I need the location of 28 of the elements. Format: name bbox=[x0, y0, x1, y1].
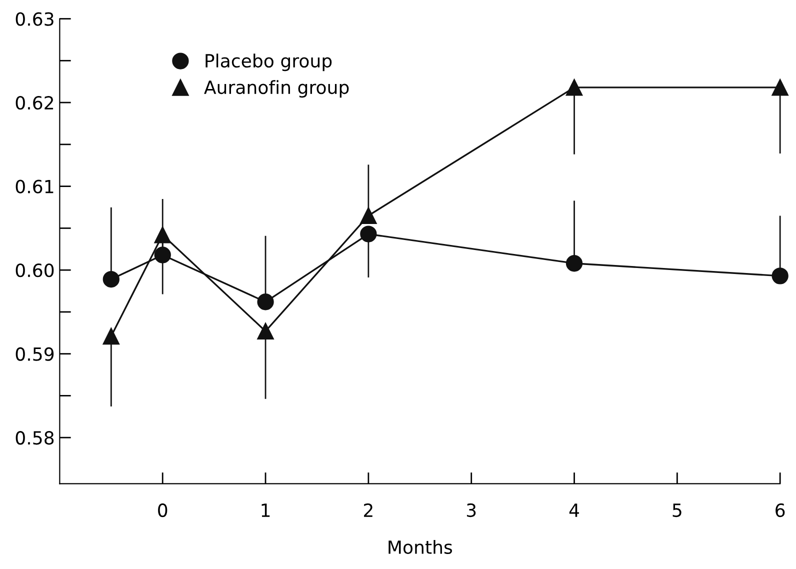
point bbox=[360, 226, 377, 242]
point bbox=[360, 207, 377, 224]
y-tick-label: 0.63 bbox=[16, 12, 54, 26]
point bbox=[257, 322, 274, 340]
point bbox=[257, 294, 274, 310]
y-tick-label: 0.60 bbox=[16, 264, 54, 278]
x-axis-title: Months bbox=[388, 540, 452, 554]
point bbox=[154, 246, 171, 264]
y-tick-label: 0.59 bbox=[16, 347, 54, 361]
x-tick-label: 3 bbox=[466, 503, 476, 518]
point bbox=[566, 255, 583, 272]
x-tick-label: 0 bbox=[158, 503, 168, 518]
legend-label: Auranofin group bbox=[204, 80, 349, 98]
x-tick-label: 2 bbox=[364, 503, 372, 517]
x-tick-label: 1 bbox=[262, 504, 270, 517]
x-tick-label: 6 bbox=[776, 503, 785, 518]
x-tick-label: 5 bbox=[672, 504, 682, 518]
y-tick-label: 0.62 bbox=[16, 96, 54, 110]
point bbox=[566, 79, 583, 96]
legend-label: Placebo group bbox=[206, 54, 332, 72]
point bbox=[154, 226, 171, 244]
point bbox=[772, 268, 788, 284]
point bbox=[102, 270, 120, 288]
y-tick-label: 0.61 bbox=[16, 180, 54, 194]
y-tick-label: 0.58 bbox=[16, 431, 54, 445]
point bbox=[102, 328, 120, 345]
point bbox=[772, 79, 788, 96]
x-tick-label: 4 bbox=[569, 504, 579, 517]
